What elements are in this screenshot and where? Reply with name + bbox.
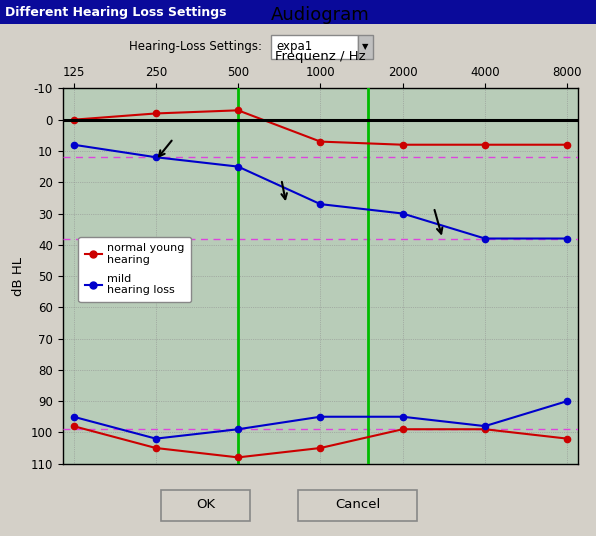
Text: expa1: expa1: [276, 40, 312, 53]
FancyBboxPatch shape: [298, 490, 417, 520]
Text: Cancel: Cancel: [335, 498, 380, 511]
FancyBboxPatch shape: [271, 35, 358, 59]
X-axis label: Frequenz / Hz: Frequenz / Hz: [275, 50, 366, 63]
FancyBboxPatch shape: [161, 490, 250, 520]
Y-axis label: dB HL: dB HL: [12, 257, 25, 295]
Title: Audiogram: Audiogram: [271, 5, 370, 24]
Text: ▼: ▼: [362, 42, 368, 51]
Text: Hearing-Loss Settings:: Hearing-Loss Settings:: [129, 40, 262, 53]
Text: Different Hearing Loss Settings: Different Hearing Loss Settings: [5, 5, 226, 19]
Legend: normal young
hearing, mild
hearing loss: normal young hearing, mild hearing loss: [79, 236, 191, 302]
Text: OK: OK: [196, 498, 215, 511]
FancyBboxPatch shape: [358, 35, 372, 59]
